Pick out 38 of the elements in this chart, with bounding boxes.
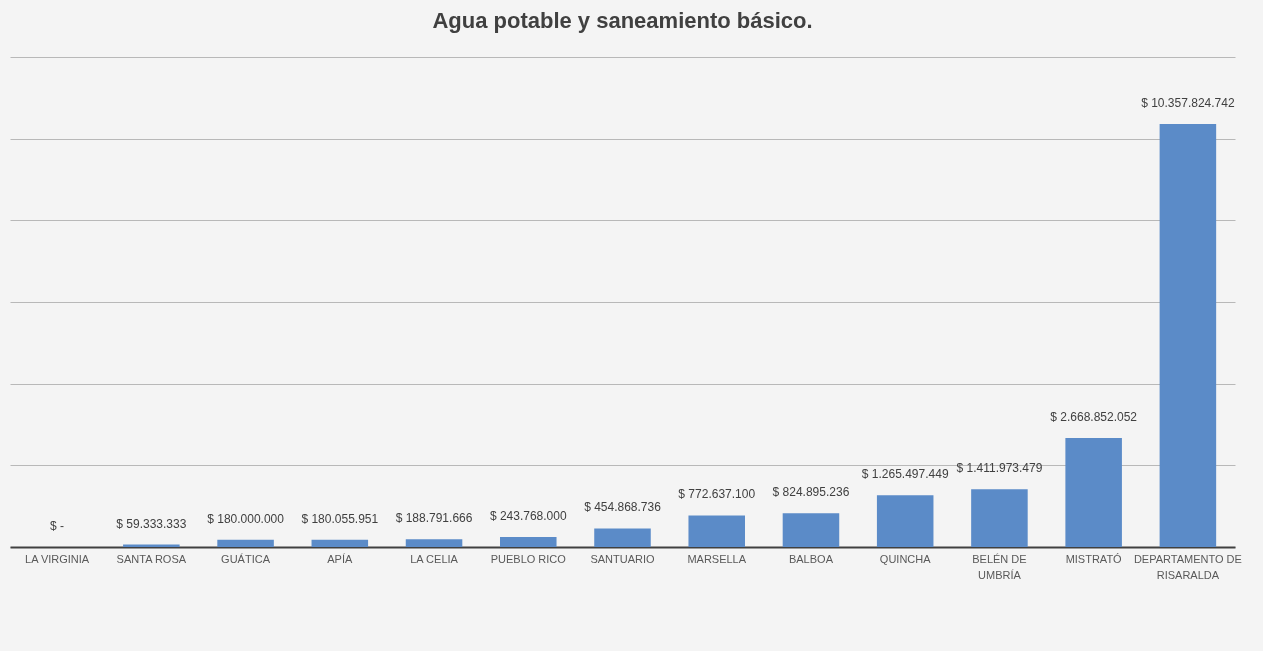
data-label: $ 188.791.666 [395,511,473,526]
data-label: $ 1.265.497.449 [861,467,949,482]
data-label: $ 59.333.333 [116,516,187,531]
data-label: $ 772.637.100 [678,487,756,502]
x-tick-label: SANTA ROSA [116,552,187,565]
bar [971,489,1028,547]
x-tick-label: SANTUARIO [590,552,656,565]
data-label: $ 243.768.000 [489,509,567,524]
bar [500,537,557,547]
bar [405,539,463,547]
data-label: $ 10.357.824.742 [1141,96,1235,111]
x-tick-label: GUÁTICA [221,552,271,565]
x-tick-label: LA CELIA [410,552,459,565]
bar [311,539,369,547]
data-label: $ 1.411.973.479 [956,461,1043,476]
bar [688,515,745,547]
data-label: $ 2.668.852.052 [1050,410,1138,425]
data-label: $ 180.000.000 [207,511,285,526]
bar [1065,438,1122,547]
x-tick-label: BELÉN DE UMBRÍA [972,552,1027,581]
bar [217,539,274,547]
x-tick-label: MARSELLA [687,552,747,565]
bar [1159,124,1217,547]
data-label: $ 824.895.236 [772,485,850,500]
x-tick-label: QUINCHA [879,552,932,565]
data-label: $ 454.868.736 [584,500,662,515]
data-label: $ - [50,519,65,533]
x-tick-label: APÍA [327,552,353,565]
bar [594,528,651,547]
x-tick-label: PUEBLO RICO [490,552,567,565]
x-tick-label: BALBOA [788,552,834,565]
x-tick-label: MISTRATÓ [1065,552,1123,565]
x-tick-label: DEPARTAMENTO DE RISARALDA [1133,552,1242,581]
x-tick-label: LA VIRGINIA [25,552,90,565]
bar [876,495,934,547]
chart-title: Agua potable y saneamiento básico. [432,8,813,33]
bar [782,513,840,547]
data-label: $ 180.055.951 [301,511,379,526]
